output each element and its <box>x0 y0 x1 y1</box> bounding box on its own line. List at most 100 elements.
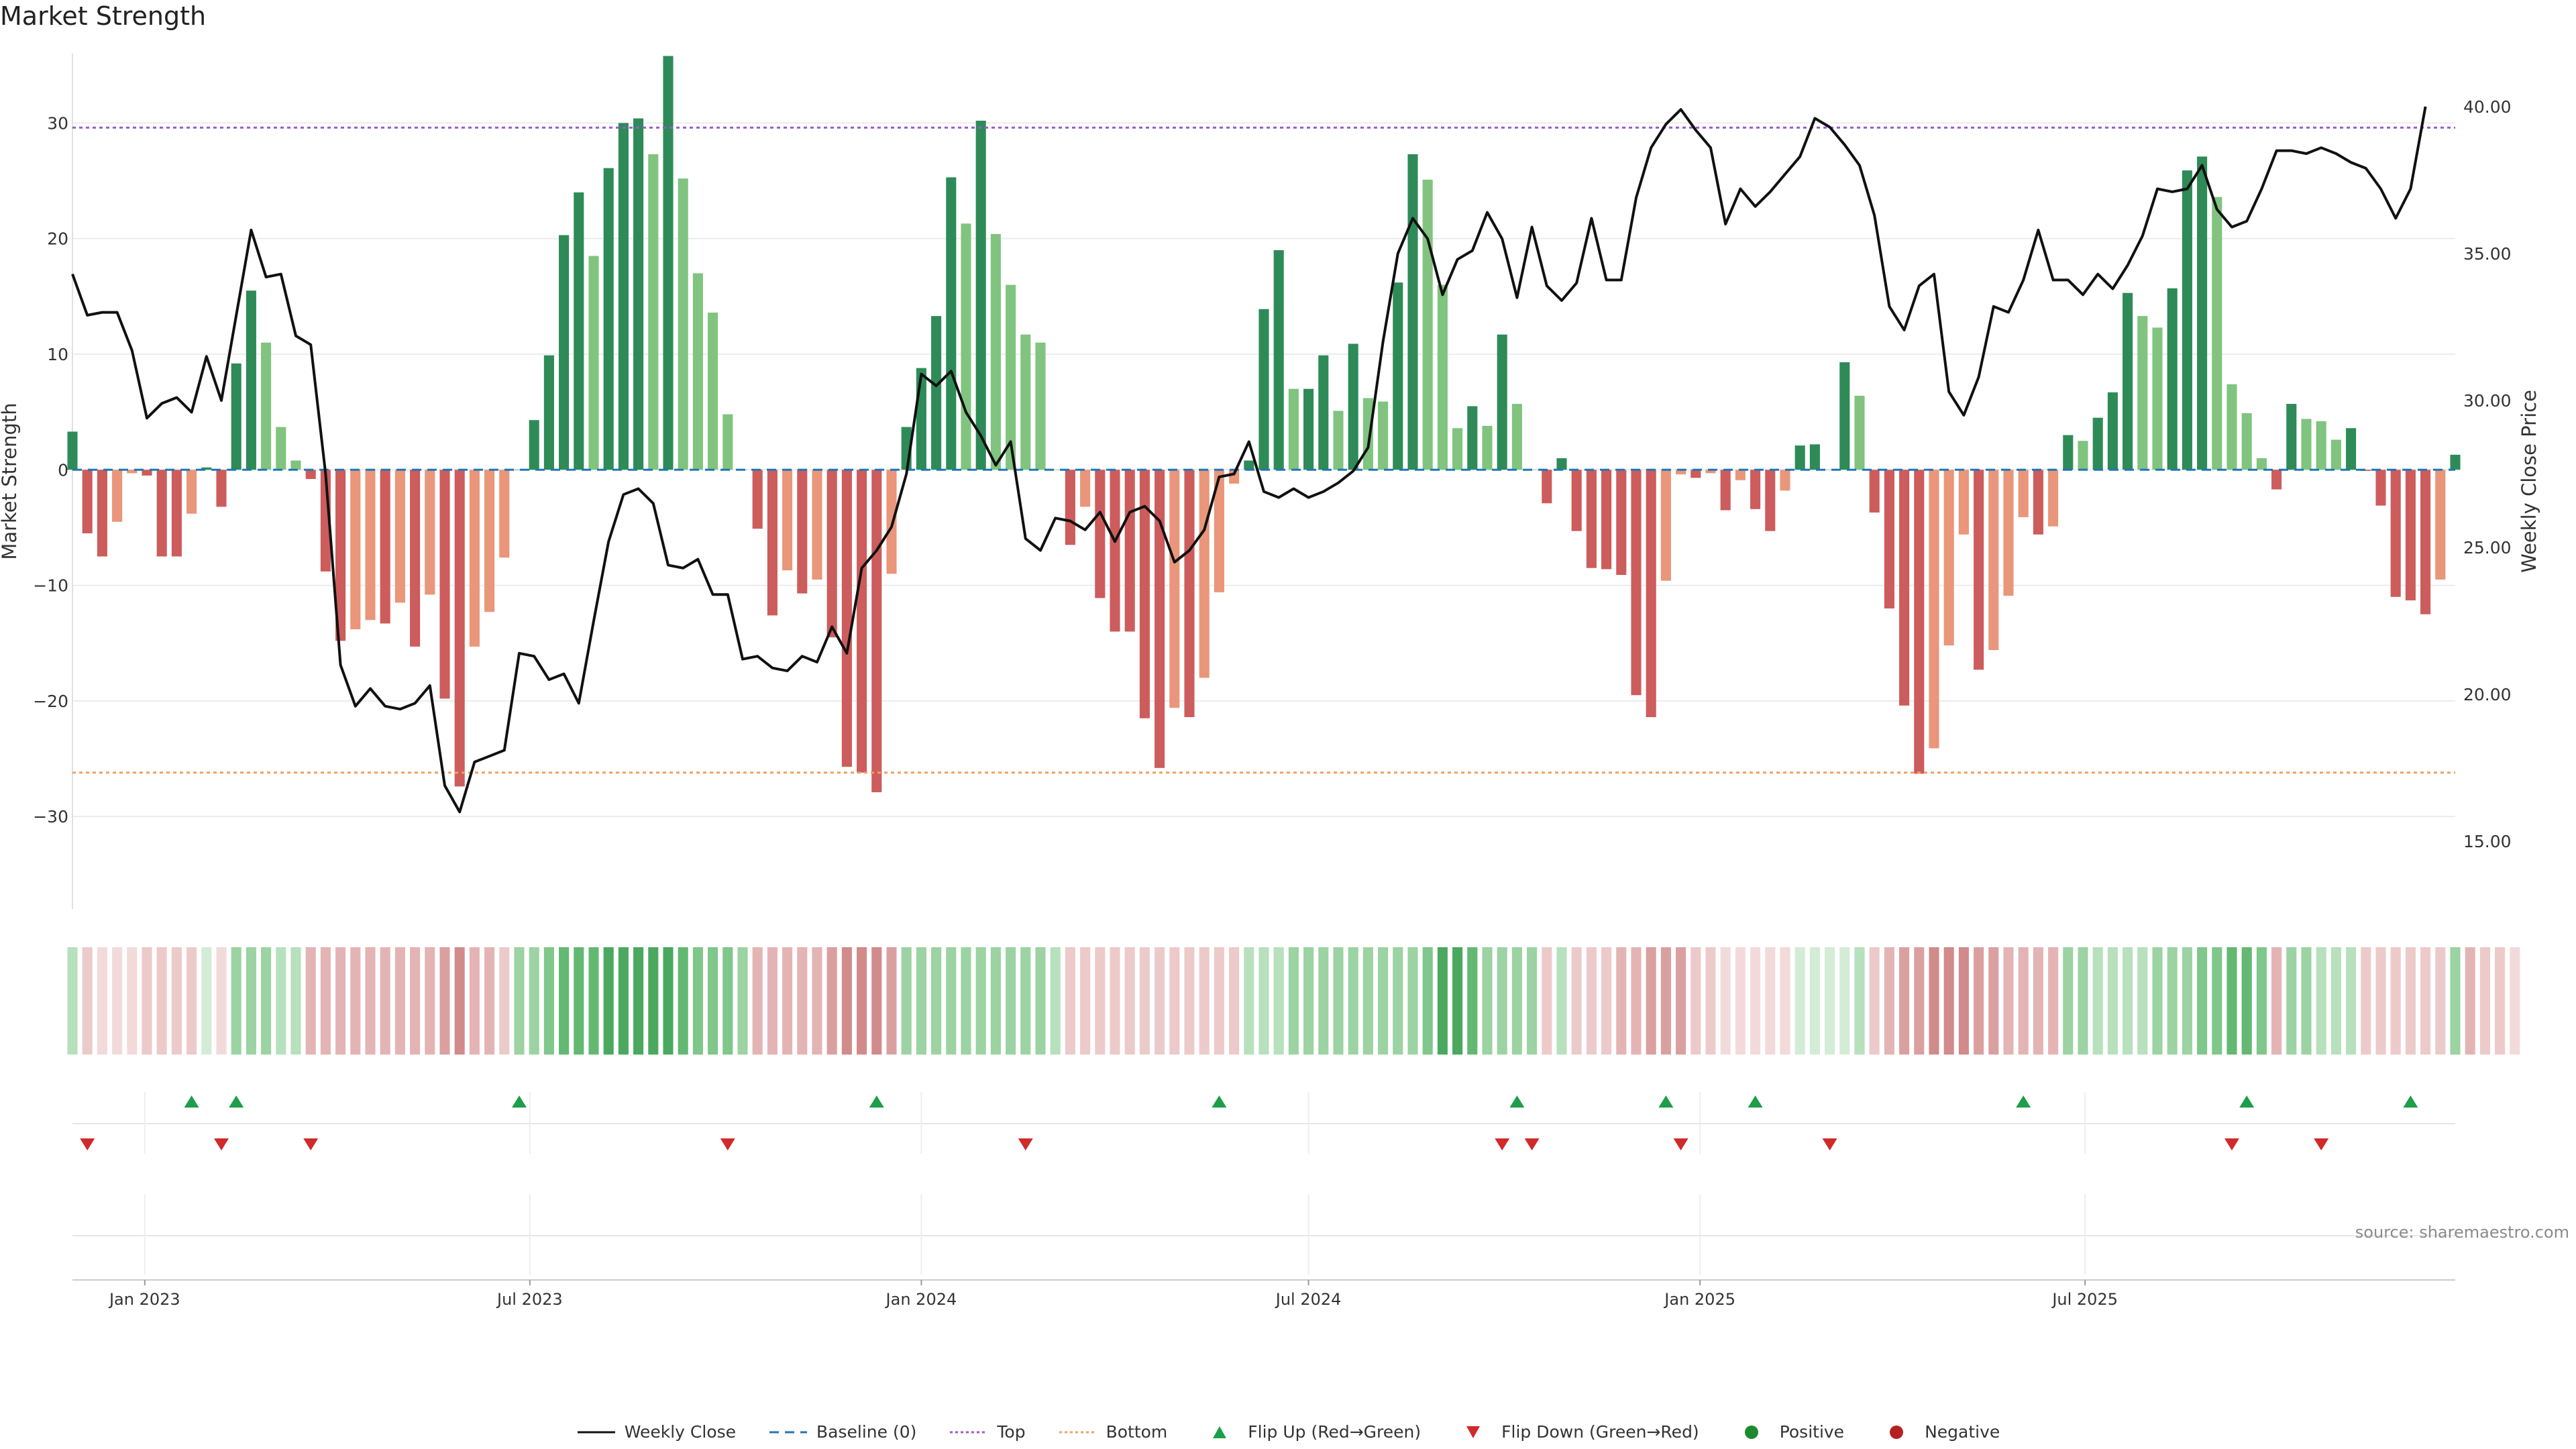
heat-cell <box>1184 947 1195 1055</box>
strength-bar <box>1750 470 1761 509</box>
heat-cell <box>543 947 554 1055</box>
strength-bar <box>1929 470 1939 749</box>
strength-bar <box>1452 428 1463 470</box>
strength-bar <box>1244 460 1254 470</box>
heat-cell <box>2152 947 2163 1055</box>
strength-bar <box>425 470 435 595</box>
heat-cell <box>2123 947 2133 1055</box>
heat-cell <box>1825 947 1835 1055</box>
flip-up-marker <box>1748 1095 1763 1108</box>
heat-cell <box>2107 947 2118 1055</box>
heat-cell <box>529 947 539 1055</box>
heat-cell <box>1988 947 1999 1055</box>
heat-cell <box>156 947 167 1055</box>
heat-cell <box>2465 947 2475 1055</box>
strength-bar <box>1155 470 1165 768</box>
strength-bar <box>603 168 614 470</box>
heat-cell <box>171 947 182 1055</box>
strength-bar <box>529 420 539 470</box>
strength-bar <box>2003 470 2014 596</box>
heat-cell <box>678 947 688 1055</box>
strength-bar <box>1914 470 1925 774</box>
flip-up-marker <box>869 1095 884 1108</box>
strength-bar <box>231 363 241 470</box>
strength-bar <box>2301 419 2312 470</box>
heat-cell <box>2479 947 2490 1055</box>
legend-label: Weekly Close <box>624 1422 737 1442</box>
strength-bar <box>2241 413 2252 470</box>
heat-cell <box>1214 947 1224 1055</box>
heat-cell <box>1542 947 1552 1055</box>
heat-cell <box>2495 947 2506 1055</box>
y-left-tick-label: 30 <box>47 113 68 133</box>
strength-bar <box>2018 470 2029 517</box>
heat-cell <box>692 947 703 1055</box>
strength-bar <box>305 470 316 480</box>
strength-bar <box>186 470 197 514</box>
strength-bar <box>841 470 852 767</box>
heat-cell <box>812 947 822 1055</box>
strength-bar <box>2182 170 2192 470</box>
heat-cell <box>1452 947 1463 1055</box>
flip-down-marker <box>720 1138 735 1150</box>
strength-bar <box>588 256 599 470</box>
heat-cell <box>1393 947 1403 1055</box>
strength-bar <box>2361 470 2371 471</box>
heat-cell <box>2256 947 2267 1055</box>
heat-cell <box>1362 947 1373 1055</box>
y-left-tick-label: −10 <box>33 576 68 596</box>
heat-cell <box>439 947 450 1055</box>
strength-bar <box>380 470 390 624</box>
strength-bar <box>2107 392 2118 470</box>
heat-cell <box>1660 947 1671 1055</box>
heat-cell <box>2182 947 2192 1055</box>
strength-bar <box>767 470 777 616</box>
heat-cell <box>2137 947 2148 1055</box>
legend-label: Flip Down (Green→Red) <box>1501 1422 1699 1442</box>
strength-bar <box>961 223 971 470</box>
heat-cell <box>97 947 107 1055</box>
heat-cell <box>276 947 286 1055</box>
strength-bar <box>1660 470 1671 581</box>
legend-symbol-line <box>577 1431 615 1433</box>
heat-cell <box>394 947 405 1055</box>
heat-cell <box>1869 947 1880 1055</box>
y-right-tick-label: 40.00 <box>2463 97 2512 117</box>
strength-bar <box>1139 470 1150 718</box>
heat-cell <box>1676 947 1686 1055</box>
strength-bar <box>1497 334 1507 470</box>
heat-cell <box>1929 947 1939 1055</box>
heat-cell <box>246 947 256 1055</box>
flip-up-marker <box>512 1095 527 1108</box>
strength-bar <box>1422 179 1433 470</box>
heat-cell <box>1020 947 1031 1055</box>
strength-bar <box>1676 470 1686 475</box>
strength-bar <box>97 470 107 557</box>
heat-cell <box>514 947 525 1055</box>
flip-up-marker <box>1509 1095 1525 1108</box>
heat-cell <box>2226 947 2237 1055</box>
y-left-tick-label: 0 <box>58 460 68 480</box>
heat-cell <box>1437 947 1448 1055</box>
strength-bar <box>871 470 882 792</box>
heat-cell <box>2510 947 2520 1055</box>
strength-bar <box>1124 470 1135 632</box>
heat-cell <box>797 947 808 1055</box>
strength-bar <box>1362 398 1373 470</box>
strength-bar <box>2390 470 2401 597</box>
legend-symbol-dot-red <box>1890 1425 1904 1439</box>
heat-cell <box>1035 947 1046 1055</box>
strength-bar <box>1035 342 1046 470</box>
strength-bar <box>1437 284 1448 470</box>
heat-cell <box>752 947 763 1055</box>
strength-bar <box>1809 444 1820 470</box>
heat-cell <box>1914 947 1925 1055</box>
strength-bar <box>2048 470 2059 527</box>
heat-cell <box>1750 947 1761 1055</box>
heat-cell <box>350 947 361 1055</box>
heat-cell <box>1348 947 1358 1055</box>
flip-down-marker <box>1673 1138 1688 1150</box>
strength-bar <box>782 470 793 571</box>
strength-bar <box>1616 470 1627 576</box>
heat-cell <box>2197 947 2208 1055</box>
